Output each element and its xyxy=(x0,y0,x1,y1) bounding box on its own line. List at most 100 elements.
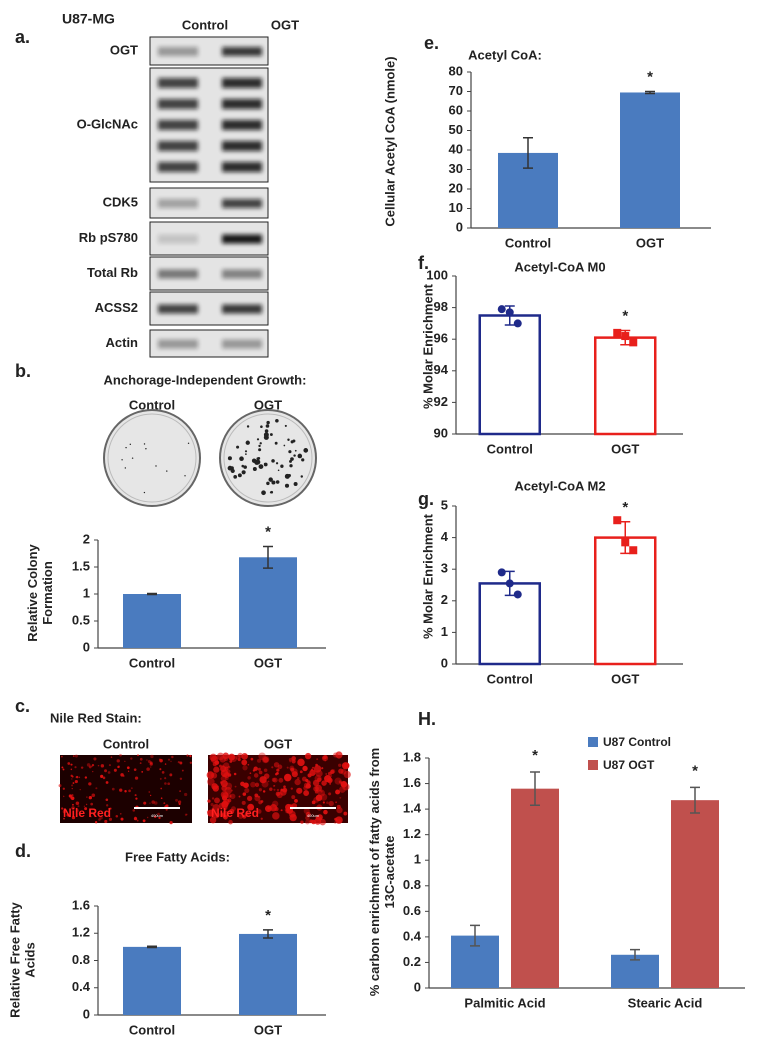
colony xyxy=(280,464,284,468)
stain-spot xyxy=(63,817,65,820)
stain-spot xyxy=(62,795,65,798)
stain-spot xyxy=(286,766,289,769)
stain-spot xyxy=(61,807,64,810)
stain-spot xyxy=(272,777,278,783)
stain-spot xyxy=(301,776,307,782)
significance: * xyxy=(692,762,698,779)
error-bar xyxy=(263,929,273,939)
stain-spot xyxy=(273,788,276,791)
data-point xyxy=(629,338,638,347)
stain-spot xyxy=(285,809,290,814)
stain-spot xyxy=(223,762,230,769)
y-tick-label: 20 xyxy=(449,180,463,195)
stain-spot xyxy=(141,770,144,773)
stain-spot xyxy=(92,770,94,773)
y-tick-label: 0.2 xyxy=(403,954,421,969)
image-tag: Nile Red xyxy=(63,806,111,820)
stain-spot xyxy=(275,772,278,776)
panel-label: e. xyxy=(424,33,439,53)
stain-spot xyxy=(167,758,171,761)
colony xyxy=(187,442,190,444)
stain-spot xyxy=(242,814,247,819)
stain-spot xyxy=(277,764,283,770)
y-tick-label: 0 xyxy=(441,655,448,670)
bar xyxy=(478,314,541,436)
stain-spot xyxy=(148,791,151,793)
stain-spot xyxy=(340,780,348,788)
stain-spot xyxy=(170,760,172,763)
stain-spot xyxy=(285,803,292,811)
stain-spot xyxy=(74,754,78,758)
stain-spot xyxy=(290,787,293,790)
x-tick-label: Control xyxy=(129,655,175,670)
colony xyxy=(258,448,262,452)
y-tick-label: 0.8 xyxy=(403,877,421,892)
stain-spot xyxy=(302,765,308,772)
stain-spot xyxy=(133,768,137,771)
stain-spot xyxy=(247,776,251,780)
colony xyxy=(166,470,168,472)
y-tick-label: 10 xyxy=(449,200,463,215)
stain-spot xyxy=(234,785,237,788)
error-bar xyxy=(620,521,631,555)
blot-band xyxy=(222,141,262,151)
blot-band xyxy=(158,304,198,314)
y-tick-label: 70 xyxy=(449,83,463,98)
stain-spot xyxy=(104,819,108,824)
image-tag: Nile Red xyxy=(211,806,259,820)
stain-spot xyxy=(160,797,163,800)
bar xyxy=(671,800,719,988)
stain-spot xyxy=(71,806,75,810)
colony xyxy=(252,467,257,472)
stain-spot xyxy=(325,773,328,775)
stain-spot xyxy=(312,766,315,769)
colony xyxy=(255,459,261,465)
colony xyxy=(266,420,270,425)
stain-spot xyxy=(260,800,264,803)
stain-spot xyxy=(320,790,323,793)
stain-spot xyxy=(269,787,273,792)
stain-spot xyxy=(124,760,126,762)
data-point xyxy=(621,332,630,341)
stain-spot xyxy=(212,804,220,812)
stain-spot xyxy=(272,812,280,820)
data-point xyxy=(629,546,638,555)
stain-spot xyxy=(119,753,122,757)
y-tick-label: 3 xyxy=(441,561,448,576)
y-tick-label: 80 xyxy=(449,63,463,78)
y-tick-label: 0 xyxy=(83,1006,90,1021)
y-tick-label: 1 xyxy=(414,852,421,867)
stain-spot xyxy=(222,792,229,799)
chart-title: Acetyl-CoA M2 xyxy=(514,478,605,493)
stain-spot xyxy=(338,763,342,767)
stain-spot xyxy=(321,780,327,786)
colony xyxy=(245,440,250,445)
data-point xyxy=(497,305,506,314)
blot-row-label: Total Rb xyxy=(87,265,138,280)
stain-spot xyxy=(88,796,93,800)
stain-spot xyxy=(99,815,103,820)
scale-label: 400um xyxy=(151,813,164,818)
stain-spot xyxy=(276,768,280,772)
colony xyxy=(143,491,146,494)
stain-spot xyxy=(233,772,237,776)
stain-spot xyxy=(62,768,65,771)
stain-spot xyxy=(247,803,255,811)
stain-spot xyxy=(273,785,275,787)
stain-spot xyxy=(257,795,260,798)
stain-spot xyxy=(108,764,111,767)
stain-spot xyxy=(186,754,189,757)
stain-spot xyxy=(229,793,236,800)
stain-spot xyxy=(78,776,81,779)
colony xyxy=(184,475,186,477)
stain-spot xyxy=(71,815,76,820)
stain-spot xyxy=(261,755,270,764)
stain-spot xyxy=(313,785,319,792)
stain-spot xyxy=(245,811,250,817)
stain-spot xyxy=(151,800,155,804)
panel-label: c. xyxy=(15,696,30,716)
y-axis-label: Relative Free Fatty Acids xyxy=(7,901,37,1018)
stain-spot xyxy=(305,811,311,817)
stain-spot xyxy=(164,763,167,765)
colony xyxy=(256,457,260,461)
